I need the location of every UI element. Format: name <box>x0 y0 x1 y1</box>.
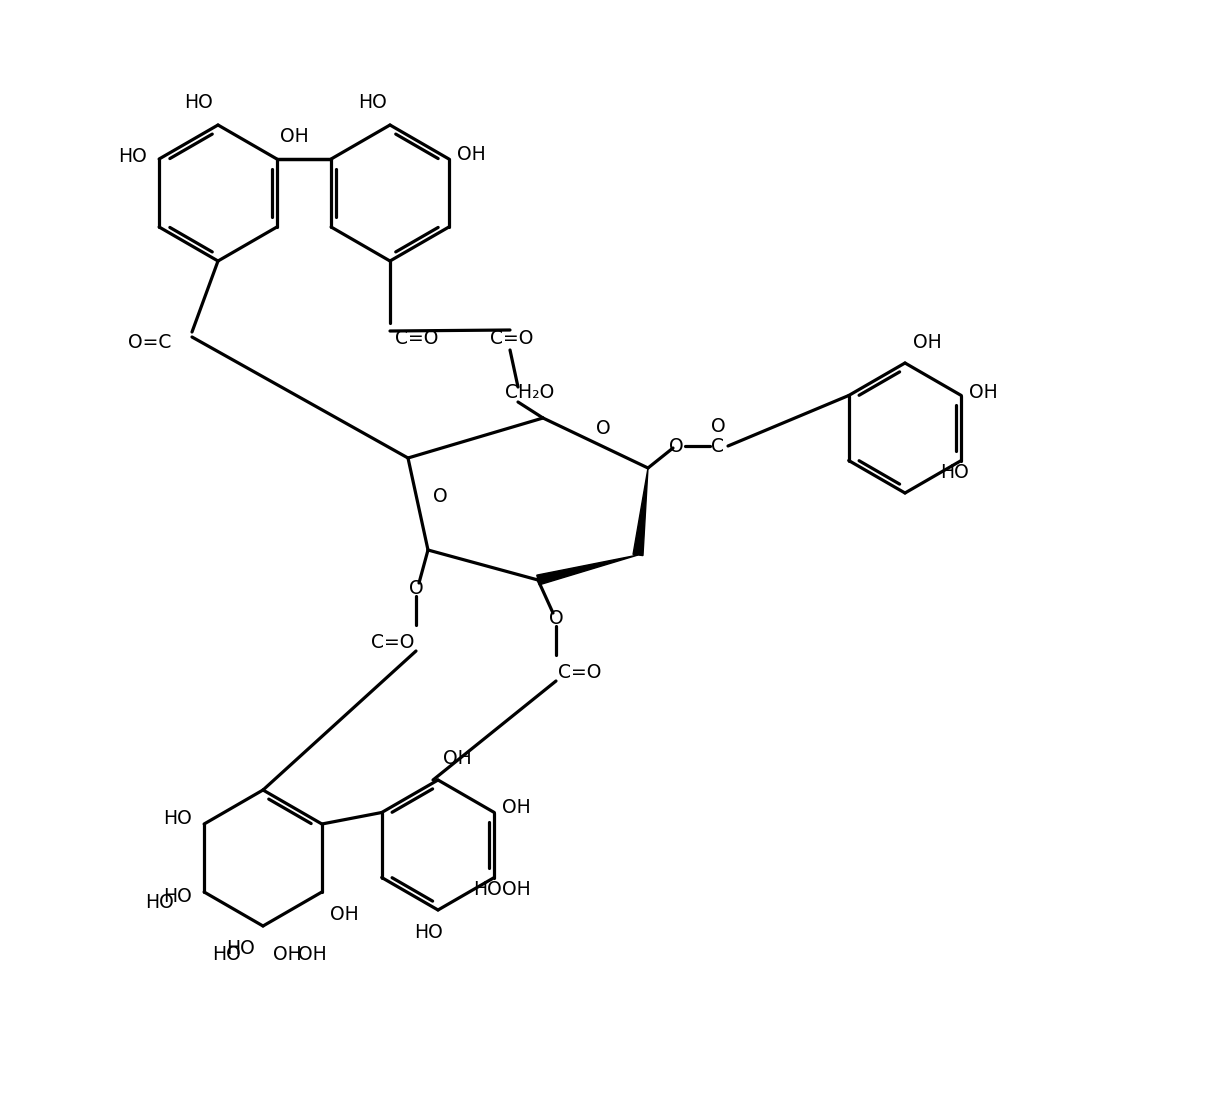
Text: OH: OH <box>913 333 942 353</box>
Text: CH₂O: CH₂O <box>505 383 554 401</box>
Text: HO: HO <box>358 93 387 113</box>
Text: HO: HO <box>474 880 502 899</box>
Text: HO: HO <box>164 888 192 906</box>
Text: O: O <box>669 436 683 456</box>
Text: C: C <box>711 436 724 456</box>
Text: OH: OH <box>298 945 327 963</box>
Text: HO: HO <box>184 93 213 113</box>
Text: HO: HO <box>212 945 241 963</box>
Text: OH: OH <box>457 145 486 163</box>
Text: HO: HO <box>415 923 443 941</box>
Text: O: O <box>548 608 563 628</box>
Text: O: O <box>711 416 725 435</box>
Text: O: O <box>596 420 611 438</box>
Text: OH: OH <box>502 798 531 817</box>
Text: HO: HO <box>227 938 255 958</box>
Text: OH: OH <box>330 904 359 924</box>
Text: OH: OH <box>443 749 471 767</box>
Text: O: O <box>433 487 447 505</box>
Text: HO: HO <box>941 463 969 482</box>
Text: HO: HO <box>118 147 147 165</box>
Text: OH: OH <box>969 383 998 402</box>
Text: HO: HO <box>164 810 192 829</box>
Text: C=O: C=O <box>371 633 415 652</box>
Text: C=O: C=O <box>558 663 601 683</box>
Text: OH: OH <box>502 880 531 899</box>
Text: OH: OH <box>280 127 308 147</box>
Text: C=O: C=O <box>395 329 439 347</box>
Text: OH: OH <box>274 945 301 963</box>
Text: HO: HO <box>146 892 174 912</box>
Polygon shape <box>536 555 637 585</box>
Polygon shape <box>633 468 648 556</box>
Text: O: O <box>408 579 423 597</box>
Text: O=C: O=C <box>128 332 171 352</box>
Text: C=O: C=O <box>490 329 534 347</box>
